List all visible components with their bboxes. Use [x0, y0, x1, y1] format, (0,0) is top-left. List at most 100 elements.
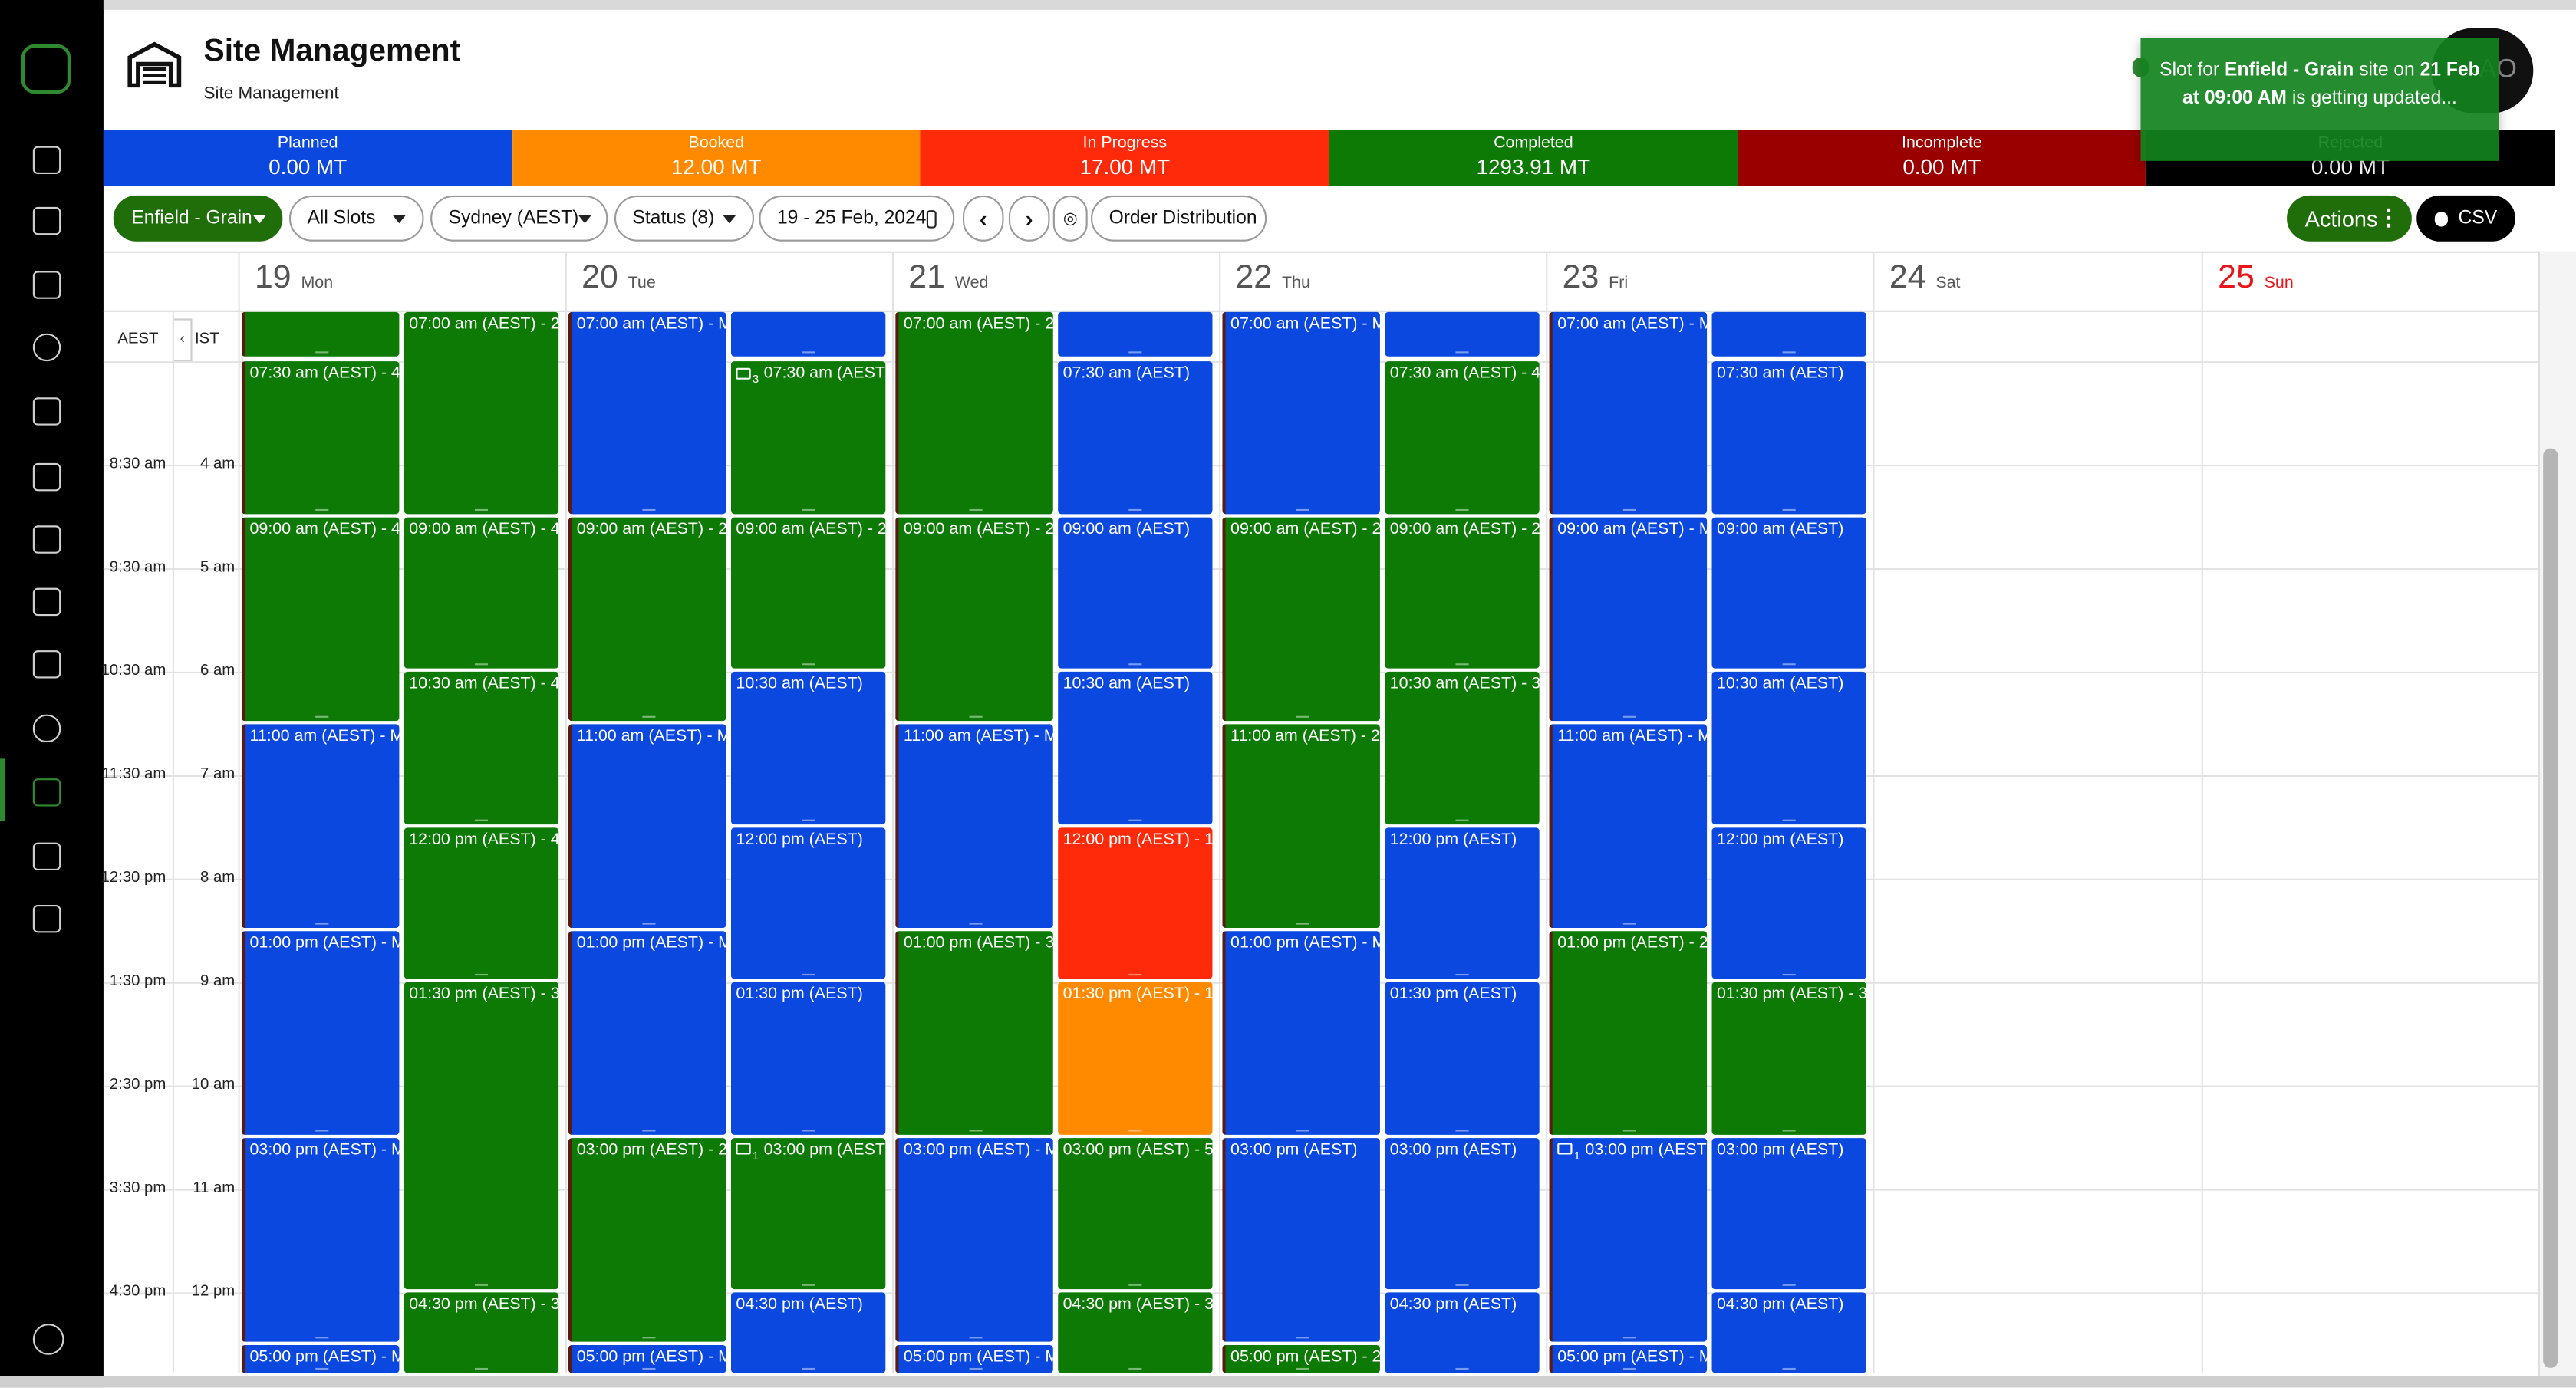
slot[interactable]: 03:00 pm (AEST) - M: [241, 1137, 400, 1341]
slot[interactable]: 04:30 pm (AEST): [731, 1292, 886, 1373]
logo[interactable]: [21, 44, 71, 94]
slot[interactable]: 09:00 am (AEST) - 2: [1385, 516, 1540, 669]
status-cell[interactable]: Planned 0.00 MT: [103, 130, 512, 186]
day-header[interactable]: 23 Fri: [1563, 259, 1628, 297]
slot[interactable]: 3 07:30 am (AEST: [731, 361, 886, 514]
slot[interactable]: 07:30 am (AEST) - 4: [1385, 361, 1540, 514]
slot[interactable]: 01:30 pm (AEST) - 3: [404, 982, 559, 1290]
nav-icon[interactable]: [32, 1324, 64, 1355]
day-header[interactable]: 24 Sat: [1889, 259, 1961, 297]
slot[interactable]: 09:00 am (AEST): [1058, 516, 1213, 669]
slot[interactable]: 09:00 am (AEST) - 27: [1222, 516, 1380, 721]
slot[interactable]: 09:00 am (AEST) - 4: [404, 516, 559, 669]
slot[interactable]: 03:00 pm (AEST): [1711, 1137, 1866, 1290]
nav-icon[interactable]: [32, 525, 61, 554]
day-header[interactable]: 22 Thu: [1235, 259, 1309, 297]
slot[interactable]: 01:30 pm (AEST): [731, 982, 886, 1134]
slot[interactable]: 07:00 am (AEST) - 26: [895, 311, 1053, 514]
nav-icon[interactable]: [32, 587, 61, 617]
slot[interactable]: 04:30 pm (AEST): [1385, 1292, 1540, 1373]
day-header[interactable]: 21 Wed: [908, 259, 988, 297]
slot[interactable]: 05:00 pm (AEST) - 22: [1222, 1344, 1380, 1373]
slot[interactable]: 01:00 pm (AEST) - M: [241, 930, 400, 1134]
day-header[interactable]: 20 Tue: [581, 259, 656, 297]
slot[interactable]: 01:30 pm (AEST): [1385, 982, 1540, 1134]
slot[interactable]: 07:30 am (AEST): [1711, 361, 1866, 514]
slot[interactable]: 03:00 pm (AEST): [1385, 1137, 1540, 1290]
slot[interactable]: 11:00 am (AEST) - 26: [1222, 723, 1380, 927]
gutter-toggle[interactable]: ‹: [172, 318, 193, 362]
status-cell[interactable]: In Progress 17.00 MT: [921, 130, 1329, 186]
slot[interactable]: 11:00 am (AEST) - M: [1549, 723, 1708, 927]
day-header[interactable]: 25 Sun: [2218, 259, 2294, 297]
slot[interactable]: 03:00 pm (AEST): [1222, 1137, 1380, 1341]
day-header[interactable]: 19 Mon: [255, 259, 333, 297]
slot[interactable]: 01:30 pm (AEST) - 3: [1711, 982, 1866, 1134]
nav-icon[interactable]: [32, 397, 61, 426]
slot[interactable]: 10:30 am (AEST): [1058, 671, 1213, 824]
slot[interactable]: [1058, 311, 1213, 357]
date-picker[interactable]: 19 - 25 Feb, 2024: [759, 195, 955, 242]
slot[interactable]: 12:00 pm (AEST) - 1: [1058, 827, 1213, 979]
slot[interactable]: 01:30 pm (AEST) - 1: [1058, 982, 1213, 1134]
slot[interactable]: 01:00 pm (AEST) - 31: [895, 930, 1053, 1134]
slot[interactable]: 03:00 pm (AEST) - 23: [568, 1137, 726, 1341]
slot[interactable]: 12:00 pm (AEST): [731, 827, 886, 979]
nav-icon[interactable]: [32, 905, 61, 933]
slot[interactable]: 05:00 pm (AEST) - M: [1549, 1344, 1708, 1373]
slot[interactable]: 07:00 am (AEST) - M: [1549, 311, 1708, 514]
slot[interactable]: 07:00 am (AEST) - M: [568, 311, 726, 514]
actions-button[interactable]: Actions ⋮: [2287, 195, 2412, 242]
scroll-thumb[interactable]: [2543, 448, 2558, 1368]
slot[interactable]: 09:00 am (AEST) - 24: [568, 516, 726, 721]
slot[interactable]: 07:00 am (AEST) - M: [1222, 311, 1380, 514]
slot[interactable]: 09:00 am (AEST) - 2: [731, 516, 886, 669]
nav-icon[interactable]: [32, 146, 61, 175]
slot-filter[interactable]: All Slots: [288, 195, 424, 242]
slot[interactable]: 12:00 pm (AEST): [1711, 827, 1866, 979]
slot[interactable]: 04:30 pm (AEST) - 3: [1058, 1292, 1213, 1373]
slot[interactable]: 05:00 pm (AEST) - M: [568, 1344, 726, 1373]
slot[interactable]: 05:00 pm (AEST) - M: [895, 1344, 1053, 1373]
nav-icon[interactable]: [32, 206, 61, 235]
slot[interactable]: 12:00 pm (AEST): [1385, 827, 1540, 979]
slot[interactable]: 07:30 am (AEST) - 43: [241, 361, 400, 514]
slot[interactable]: 04:30 pm (AEST) - 3: [404, 1292, 559, 1373]
prev-button[interactable]: ‹: [962, 195, 1004, 242]
nav-icon[interactable]: [32, 333, 61, 362]
slot[interactable]: 01:00 pm (AEST) - M: [568, 930, 726, 1134]
order-distribution-button[interactable]: Order Distribution: [1091, 195, 1267, 242]
slot[interactable]: 07:30 am (AEST): [1058, 361, 1213, 514]
slot[interactable]: [1385, 311, 1540, 357]
next-button[interactable]: ›: [1008, 195, 1050, 242]
slot[interactable]: 1 03:00 pm (AEST: [1549, 1137, 1708, 1341]
slot[interactable]: 11:00 am (AEST) - M: [895, 723, 1053, 927]
slot[interactable]: 04:30 pm (AEST): [1711, 1292, 1866, 1373]
slot[interactable]: 01:00 pm (AEST) - M: [1222, 930, 1380, 1134]
slot[interactable]: [731, 311, 886, 357]
slot[interactable]: 10:30 am (AEST) - 3: [1385, 671, 1540, 824]
slot[interactable]: 12:00 pm (AEST) - 4: [404, 827, 559, 979]
slot[interactable]: 03:00 pm (AEST) - M: [895, 1137, 1053, 1341]
slot[interactable]: 09:00 am (AEST) - 21: [895, 516, 1053, 721]
status-cell[interactable]: Booked 12.00 MT: [512, 130, 921, 186]
timezone-select[interactable]: Sydney (AEST): [430, 195, 608, 242]
refresh-button[interactable]: ◎: [1052, 195, 1088, 242]
slot[interactable]: 07:00 am (AEST) - 2: [404, 311, 559, 514]
status-cell[interactable]: Incomplete 0.00 MT: [1738, 130, 2146, 186]
nav-icon[interactable]: [32, 271, 61, 299]
slot[interactable]: 11:00 am (AEST) - M: [241, 723, 400, 927]
site-select[interactable]: Enfield - Grain: [113, 195, 283, 242]
slot[interactable]: 10:30 am (AEST): [1711, 671, 1866, 824]
slot[interactable]: 11:00 am (AEST) - M: [568, 723, 726, 927]
slot[interactable]: 05:00 pm (AEST) - M: [241, 1344, 400, 1373]
slot[interactable]: 03:00 pm (AEST) - 5: [1058, 1137, 1213, 1290]
status-cell[interactable]: Completed 1293.91 MT: [1329, 130, 1738, 186]
slot[interactable]: 09:00 am (AEST) - 42: [241, 516, 400, 721]
status-filter[interactable]: Status (8): [614, 195, 754, 242]
slot[interactable]: 09:00 am (AEST) - M: [1549, 516, 1708, 721]
slot[interactable]: [241, 311, 400, 357]
nav-icon[interactable]: [32, 650, 61, 679]
slot[interactable]: 10:30 am (AEST) - 4: [404, 671, 559, 824]
nav-icon[interactable]: [32, 714, 61, 742]
